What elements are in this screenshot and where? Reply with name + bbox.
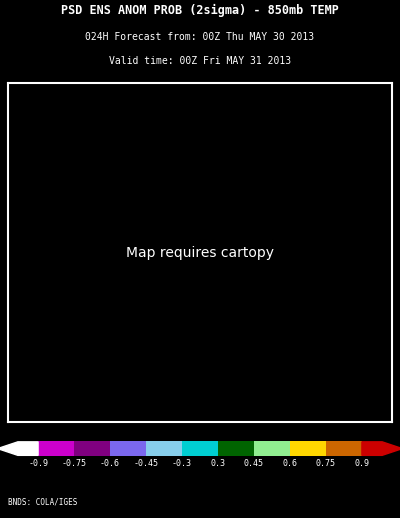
Text: Valid time: 00Z Fri MAY 31 2013: Valid time: 00Z Fri MAY 31 2013 [109, 56, 291, 66]
Bar [74, 441, 110, 456]
Text: BNDS: COLA/IGES: BNDS: COLA/IGES [8, 498, 77, 507]
Text: 0.3: 0.3 [210, 458, 226, 468]
Text: 0.45: 0.45 [244, 458, 264, 468]
Text: PSD ENS ANOM PROB (2sigma) - 850mb TEMP: PSD ENS ANOM PROB (2sigma) - 850mb TEMP [61, 4, 339, 17]
FancyArrow shape [0, 442, 38, 455]
Text: 0.6: 0.6 [282, 458, 298, 468]
Bar [38, 441, 74, 456]
Bar [218, 441, 254, 456]
Bar [146, 441, 182, 456]
Text: -0.75: -0.75 [62, 458, 86, 468]
Bar [290, 441, 326, 456]
Text: -0.45: -0.45 [134, 458, 158, 468]
Bar [182, 441, 218, 456]
FancyArrow shape [362, 442, 400, 455]
Text: -0.3: -0.3 [172, 458, 192, 468]
Text: 0.9: 0.9 [354, 458, 370, 468]
Bar [326, 441, 362, 456]
Bar [254, 441, 290, 456]
Text: 024H Forecast from: 00Z Thu MAY 30 2013: 024H Forecast from: 00Z Thu MAY 30 2013 [86, 32, 314, 41]
Text: 0.75: 0.75 [316, 458, 336, 468]
Text: Map requires cartopy: Map requires cartopy [126, 246, 274, 260]
Bar [110, 441, 146, 456]
Text: -0.9: -0.9 [28, 458, 48, 468]
Text: -0.6: -0.6 [100, 458, 120, 468]
